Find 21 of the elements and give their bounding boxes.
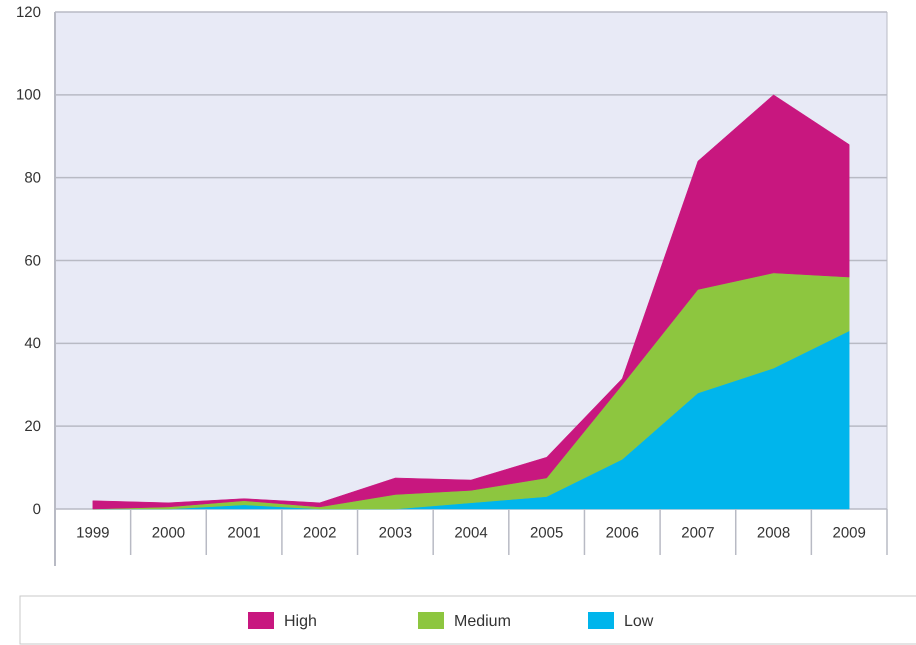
x-tick-label: 2007 [681, 524, 715, 542]
legend-label: High [284, 613, 317, 630]
y-tick-label: 40 [24, 335, 41, 352]
y-tick-label: 120 [16, 4, 41, 21]
y-tick-label: 0 [32, 500, 41, 518]
x-tick-label: 2009 [832, 524, 866, 542]
legend-label: Low [624, 613, 654, 630]
y-tick-label: 100 [16, 86, 41, 104]
x-tick-label: 2002 [303, 524, 336, 542]
x-tick-label: 2001 [227, 524, 261, 542]
x-tick-label: 2003 [378, 524, 412, 542]
y-tick-label: 60 [24, 252, 41, 270]
x-tick-label: 2000 [152, 524, 186, 542]
legend-label: Medium [454, 613, 511, 630]
x-tick-label: 1999 [76, 524, 110, 542]
x-tick-label: 2006 [606, 524, 639, 542]
x-tick-label: 2008 [756, 524, 790, 542]
x-tick-label: 2005 [530, 524, 564, 542]
y-tick-label: 80 [24, 169, 41, 186]
y-tick-label: 20 [24, 418, 41, 435]
x-tick-label: 2004 [454, 524, 488, 542]
